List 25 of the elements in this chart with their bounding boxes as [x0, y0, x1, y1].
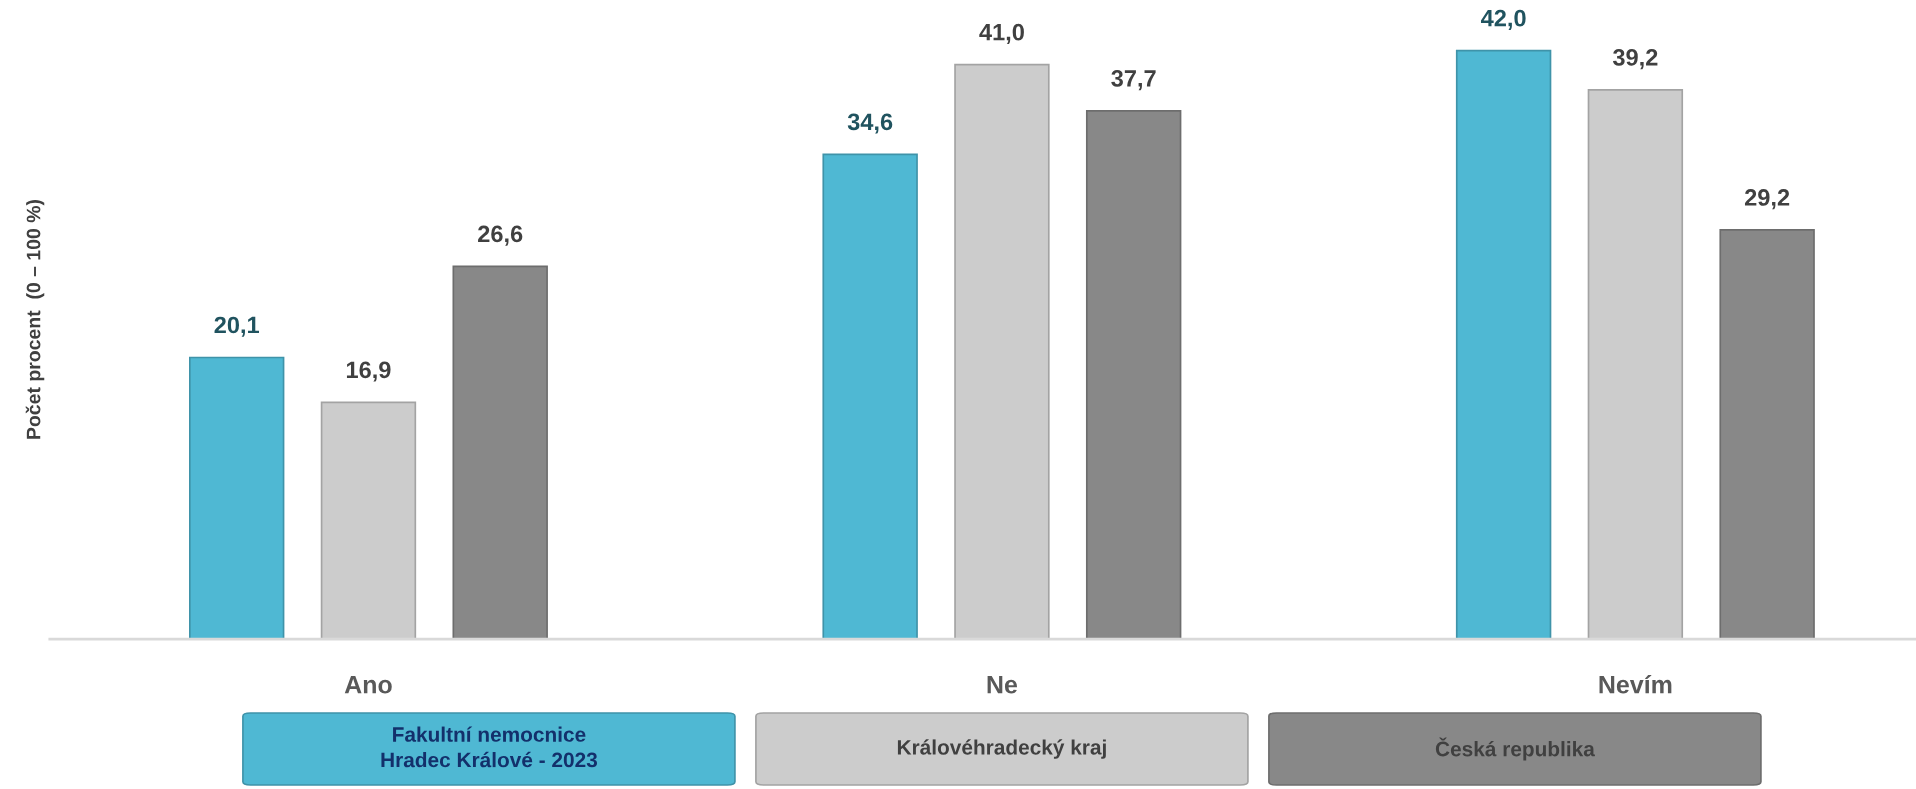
bar — [320, 401, 417, 640]
bar — [452, 265, 548, 640]
text: Fakultní nemocnice Hradec Králové - 2023 — [381, 726, 598, 768]
data-label: 29,2 — [1744, 189, 1790, 210]
x-tick-label: Nevím — [1599, 674, 1672, 694]
data-label: 39,2 — [1612, 49, 1658, 70]
bar — [1085, 110, 1182, 640]
bar — [1587, 89, 1684, 640]
bar — [954, 63, 1050, 640]
data-label: 16,9 — [346, 361, 391, 382]
bar — [1455, 49, 1552, 640]
data-label: 41,0 — [979, 23, 1024, 44]
data-label: 34,6 — [847, 113, 893, 134]
data-label: 20,1 — [214, 316, 260, 337]
bar — [188, 356, 285, 640]
x-tick-label: Ne — [987, 676, 1018, 694]
y-axis-title: Počet procent (0 – 100 %) — [25, 200, 45, 439]
data-label: 42,0 — [1481, 9, 1526, 30]
data-label: 26,6 — [478, 225, 523, 246]
text: Česká republika — [1435, 737, 1595, 761]
text: Královéhradecký kraj — [897, 739, 1106, 759]
data-label: 37,7 — [1111, 70, 1156, 91]
bar — [1719, 229, 1815, 640]
bar — [822, 153, 918, 640]
x-tick-label: Ano — [344, 676, 392, 694]
